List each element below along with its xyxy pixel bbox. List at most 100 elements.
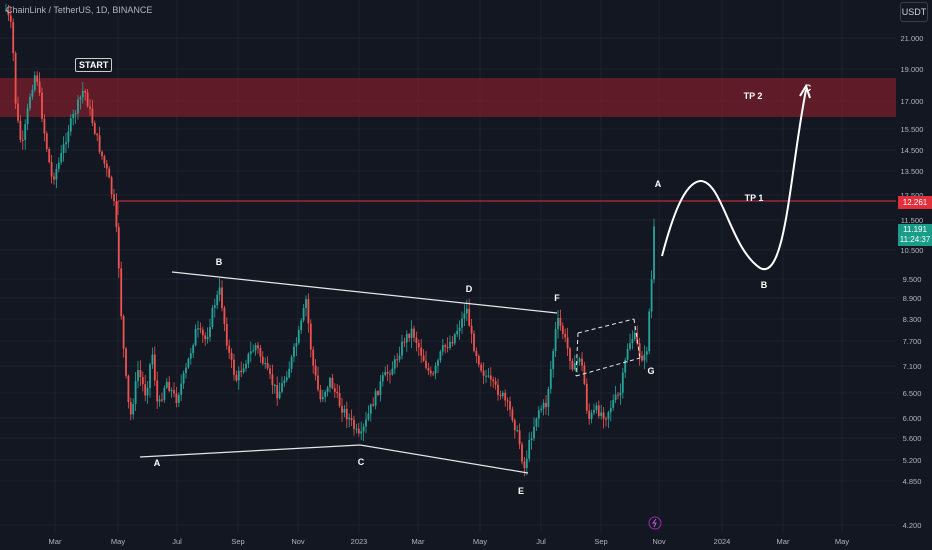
- candle-body: [451, 342, 454, 344]
- candle-body: [465, 308, 468, 314]
- candle-body: [41, 92, 43, 119]
- candle-body: [65, 142, 67, 145]
- candle-body: [393, 359, 396, 369]
- candle-body: [45, 133, 48, 150]
- candle-body: [533, 426, 535, 439]
- candle-body: [278, 391, 281, 399]
- candle-body: [439, 351, 442, 361]
- candle-body: [93, 123, 96, 134]
- candle-body: [96, 133, 99, 136]
- candle-body: [230, 352, 233, 360]
- candle-body: [225, 323, 228, 346]
- candle-body: [638, 343, 641, 357]
- candle-body: [441, 345, 444, 352]
- y-tick-label: 10.500: [901, 246, 924, 255]
- tp1-price-tag: 12.261: [898, 196, 932, 209]
- candle-body: [403, 341, 406, 343]
- candle-body: [557, 317, 559, 330]
- candle-body: [293, 346, 295, 357]
- candle-body: [417, 343, 420, 348]
- candle-body: [290, 356, 293, 369]
- candle-body: [197, 328, 199, 330]
- candle-body: [12, 21, 15, 54]
- candle-body: [194, 328, 197, 346]
- candle-body: [81, 90, 84, 98]
- candle-body: [235, 374, 238, 381]
- candle-body: [633, 332, 636, 339]
- candle-body: [583, 365, 586, 384]
- candle-body: [7, 9, 10, 16]
- candle-body: [55, 168, 58, 180]
- wave-label-b: B: [216, 257, 223, 267]
- candle-body: [269, 368, 271, 375]
- candle-body: [86, 92, 89, 107]
- candle-body: [408, 333, 411, 338]
- x-tick-label: 2024: [714, 537, 731, 546]
- y-tick-label: 6.500: [903, 389, 922, 398]
- candle-body: [221, 287, 223, 308]
- x-tick-label: Nov: [291, 537, 305, 546]
- x-tick-label: May: [111, 537, 125, 546]
- candle-body: [511, 409, 514, 421]
- candle-body: [211, 307, 214, 327]
- candle-body: [482, 370, 485, 376]
- x-tick-label: Jul: [536, 537, 546, 546]
- tp2-zone: [0, 78, 896, 117]
- candle-body: [422, 355, 425, 361]
- wave-label-c: C: [358, 457, 365, 467]
- y-tick-label: 14.500: [901, 146, 924, 155]
- candle-body: [165, 381, 168, 388]
- candle-body: [146, 387, 149, 396]
- candle-body: [261, 356, 264, 364]
- candles: [5, 3, 655, 477]
- wave-label-d: D: [466, 284, 473, 294]
- candle-body: [437, 360, 439, 366]
- candle-body: [141, 377, 144, 385]
- flag-channel: [575, 318, 641, 377]
- candle-body: [499, 395, 502, 397]
- flag-top: [577, 318, 635, 334]
- candle-body: [593, 410, 595, 413]
- candle-body: [223, 307, 226, 324]
- candle-body: [621, 372, 624, 393]
- candle-body: [477, 356, 480, 365]
- candle-body: [631, 338, 634, 344]
- candle-body: [516, 430, 519, 432]
- currency-button[interactable]: USDT: [900, 2, 928, 22]
- candle-body: [588, 410, 591, 419]
- candle-body: [485, 375, 487, 377]
- candle-body: [429, 370, 432, 374]
- projection-arrowhead: [799, 83, 811, 99]
- candle-body: [590, 412, 593, 419]
- candle-body: [21, 139, 24, 141]
- candle-body: [170, 390, 173, 392]
- candle-body: [281, 383, 283, 392]
- candle-body: [158, 399, 161, 402]
- candle-body: [300, 320, 303, 331]
- candle-body: [19, 120, 22, 140]
- candle-body: [645, 351, 648, 355]
- projection-label-c: C: [805, 83, 812, 93]
- candle-body: [650, 279, 653, 312]
- candle-body: [540, 408, 543, 411]
- candle-body: [410, 328, 413, 338]
- candle-body: [168, 381, 171, 391]
- candle-body: [468, 308, 471, 326]
- x-tick-label: Nov: [652, 537, 666, 546]
- candle-body: [624, 359, 627, 373]
- x-tick-label: 2023: [351, 537, 368, 546]
- candle-body: [137, 369, 139, 382]
- candle-body: [201, 329, 204, 336]
- y-tick-label: 5.200: [903, 456, 922, 465]
- candle-body: [29, 96, 31, 109]
- candle-body: [489, 375, 492, 380]
- candle-body: [619, 392, 622, 396]
- candle-body: [513, 420, 516, 431]
- candle-body: [564, 333, 567, 338]
- y-tick-label: 13.500: [901, 167, 924, 176]
- candle-body: [5, 9, 7, 11]
- candle-body: [180, 383, 183, 395]
- candle-body: [192, 345, 195, 354]
- candle-body: [240, 370, 243, 373]
